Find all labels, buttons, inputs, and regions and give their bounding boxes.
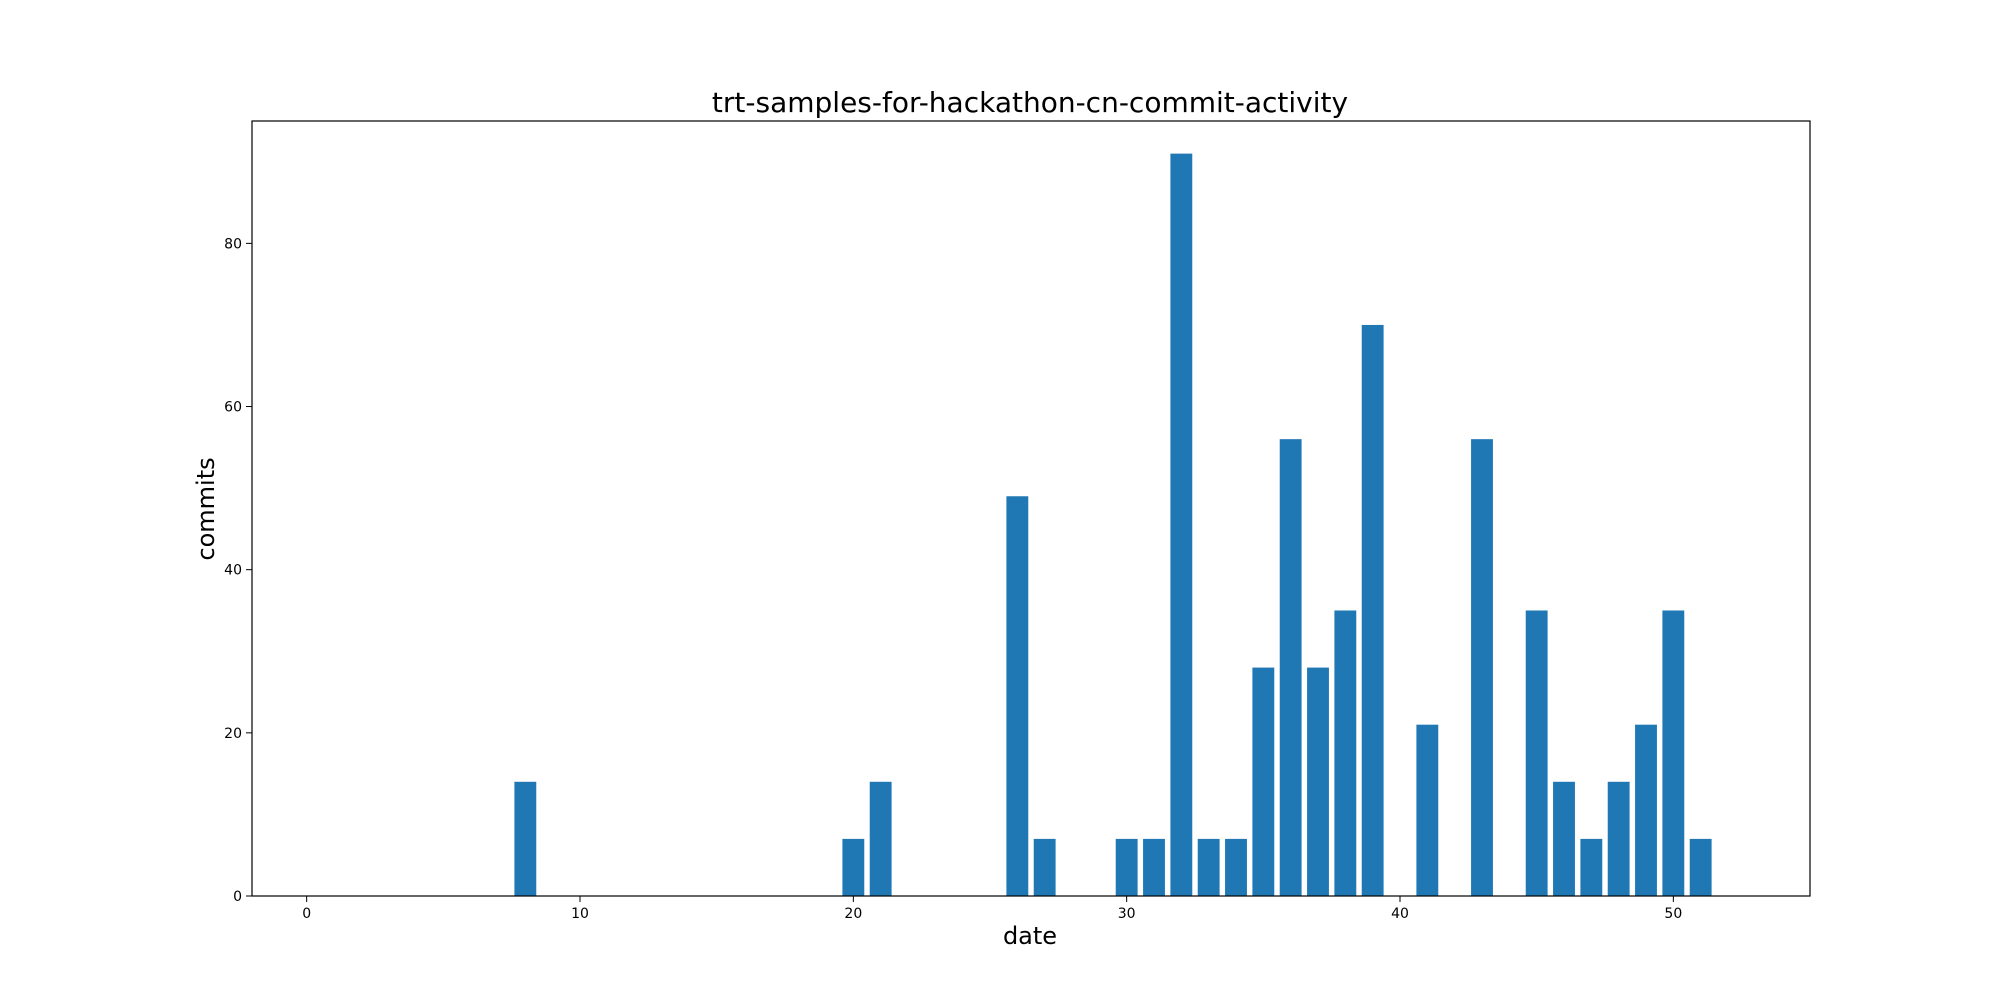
bar-27 <box>1033 838 1056 896</box>
x-tick-label: 50 <box>1664 906 1682 922</box>
bar-30 <box>1115 838 1138 896</box>
plot-frame <box>251 120 1811 897</box>
x-tick-label: 20 <box>844 906 862 922</box>
bar-43 <box>1471 439 1493 896</box>
bar-36 <box>1279 439 1302 896</box>
y-axis-label: commits <box>192 457 220 560</box>
bar-41 <box>1416 724 1439 896</box>
y-axis-ticks: 0 20 40 60 80 <box>224 236 252 905</box>
bar-47 <box>1580 838 1603 896</box>
bar-35 <box>1252 667 1275 896</box>
bar-38 <box>1334 610 1357 896</box>
y-tick-label: 60 <box>224 400 242 416</box>
x-tick-label: 10 <box>571 906 589 922</box>
y-tick-label: 0 <box>233 889 242 905</box>
x-axis-label: date <box>1003 922 1057 950</box>
bar-51 <box>1689 838 1712 896</box>
bar-49 <box>1635 724 1657 896</box>
bar-50 <box>1662 610 1685 896</box>
x-tick-label: 30 <box>1118 906 1136 922</box>
bar-39 <box>1361 324 1384 896</box>
y-tick-label: 20 <box>224 726 242 742</box>
bar-45 <box>1525 610 1548 896</box>
bar-48 <box>1607 781 1630 896</box>
chart-title: trt-samples-for-hackathon-cn-commit-acti… <box>712 86 1348 119</box>
x-tick-label: 40 <box>1391 906 1409 922</box>
bar-21 <box>869 781 892 896</box>
bar-37 <box>1307 667 1329 896</box>
bar-34 <box>1225 838 1247 896</box>
bar-8 <box>514 781 537 896</box>
x-axis-ticks: 0 10 20 30 40 50 <box>302 896 1682 922</box>
y-tick-label: 40 <box>224 563 242 579</box>
bar-20 <box>842 838 865 896</box>
bar-32 <box>1170 153 1193 896</box>
bar-33 <box>1197 838 1220 896</box>
x-tick-label: 0 <box>302 906 311 922</box>
bar-46 <box>1553 781 1575 896</box>
y-tick-label: 80 <box>224 236 242 252</box>
bar-26 <box>1006 496 1029 896</box>
bars-group <box>514 153 1712 896</box>
bar-31 <box>1143 838 1165 896</box>
